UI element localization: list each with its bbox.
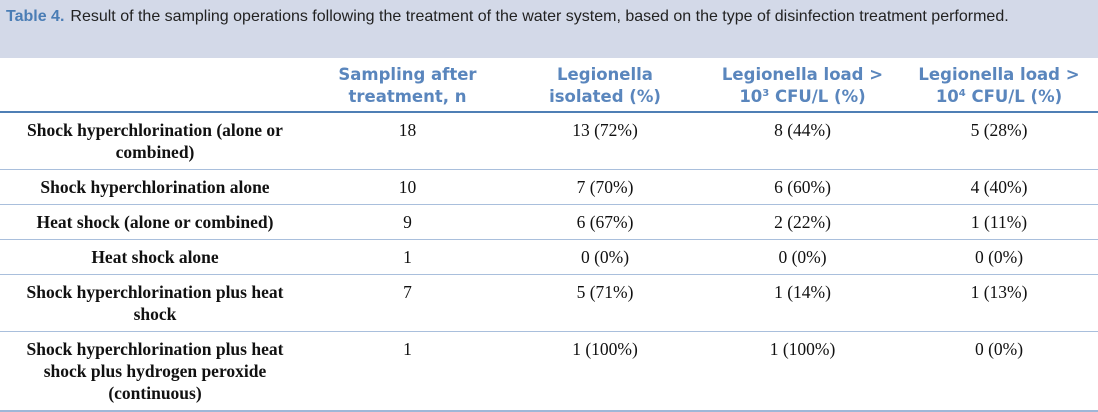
header-row: Sampling after treatment, n Legionella i… bbox=[0, 58, 1098, 113]
cell-sampling: 7 bbox=[310, 274, 505, 332]
table-row: Shock hyperchlorination (alone or combin… bbox=[0, 112, 1098, 170]
header-sampling: Sampling after treatment, n bbox=[310, 58, 505, 113]
cell-load-1e4: 4 (40%) bbox=[900, 169, 1098, 205]
header-load-1e4: Legionella load > 104 CFU/L (%) bbox=[900, 58, 1098, 113]
row-label: Shock hyperchlorination plus heat shock … bbox=[0, 331, 310, 412]
cell-sampling: 9 bbox=[310, 204, 505, 240]
cell-load-1e4: 0 (0%) bbox=[900, 331, 1098, 412]
cell-isolated: 1 (100%) bbox=[505, 331, 705, 412]
cell-load-1e4: 0 (0%) bbox=[900, 239, 1098, 275]
cell-sampling: 10 bbox=[310, 169, 505, 205]
cell-load-1e3: 0 (0%) bbox=[705, 239, 900, 275]
cell-isolated: 6 (67%) bbox=[505, 204, 705, 240]
cell-load-1e3: 1 (100%) bbox=[705, 331, 900, 412]
header-treatment bbox=[0, 58, 310, 113]
header-load-1e3: Legionella load > 103 CFU/L (%) bbox=[705, 58, 900, 113]
cell-isolated: 0 (0%) bbox=[505, 239, 705, 275]
caption-text: Result of the sampling operations follow… bbox=[70, 8, 1009, 25]
row-label: Heat shock (alone or combined) bbox=[0, 204, 310, 240]
cell-load-1e3: 6 (60%) bbox=[705, 169, 900, 205]
table-caption: Table 4. Result of the sampling operation… bbox=[0, 0, 1098, 58]
cell-load-1e3: 2 (22%) bbox=[705, 204, 900, 240]
row-label: Heat shock alone bbox=[0, 239, 310, 275]
row-label: Shock hyperchlorination (alone or combin… bbox=[0, 112, 310, 170]
cell-load-1e3: 8 (44%) bbox=[705, 112, 900, 170]
cell-load-1e4: 1 (11%) bbox=[900, 204, 1098, 240]
cell-sampling: 18 bbox=[310, 112, 505, 170]
cell-isolated: 13 (72%) bbox=[505, 112, 705, 170]
cell-load-1e3: 1 (14%) bbox=[705, 274, 900, 332]
cell-load-1e4: 5 (28%) bbox=[900, 112, 1098, 170]
row-label: Shock hyperchlorination alone bbox=[0, 169, 310, 205]
cell-load-1e4: 1 (13%) bbox=[900, 274, 1098, 332]
cell-sampling: 1 bbox=[310, 331, 505, 412]
table-row: Shock hyperchlorination alone 10 7 (70%) 6 … bbox=[0, 169, 1098, 205]
cell-isolated: 7 (70%) bbox=[505, 169, 705, 205]
cell-sampling: 1 bbox=[310, 239, 505, 275]
table-row: Shock hyperchlorination plus heat shock … bbox=[0, 331, 1098, 412]
table-row: Heat shock alone 1 0 (0%) 0 (0%) 0 (0%) bbox=[0, 239, 1098, 275]
table-label: Table 4. bbox=[6, 8, 65, 25]
header-isolated: Legionella isolated (%) bbox=[505, 58, 705, 113]
results-table: Sampling after treatment, n Legionella i… bbox=[0, 58, 1098, 412]
table-row: Heat shock (alone or combined) 9 6 (67%) 2 … bbox=[0, 204, 1098, 240]
table-row: Shock hyperchlorination plus heat shock 7… bbox=[0, 274, 1098, 332]
row-label: Shock hyperchlorination plus heat shock bbox=[0, 274, 310, 332]
cell-isolated: 5 (71%) bbox=[505, 274, 705, 332]
